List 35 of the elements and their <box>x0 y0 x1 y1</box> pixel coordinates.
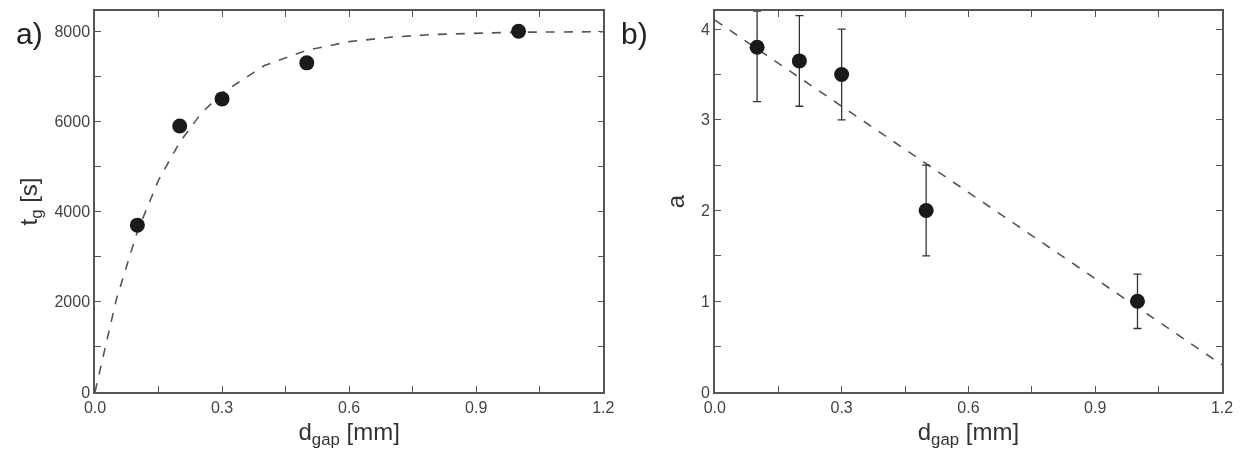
point <box>791 53 807 69</box>
y-tick-label: 6000 <box>54 113 91 131</box>
x-tick-label: 0.6 <box>957 398 980 416</box>
x-tick-label: 0.0 <box>83 398 107 416</box>
point <box>511 23 527 39</box>
x-tick-label: 0.0 <box>703 398 727 416</box>
point <box>129 217 145 233</box>
text: b) <box>621 17 648 50</box>
x-tick-label: 0.3 <box>210 398 234 416</box>
point <box>834 67 850 82</box>
x-axis-title: d$_{gap}$ [mm] <box>917 417 1020 449</box>
y-tick-label: 0 <box>700 383 710 401</box>
y-tick-label: 4 <box>700 20 710 38</box>
y-tick-label: 0 <box>81 383 91 401</box>
point <box>1129 293 1145 309</box>
x-tick-label: 0.9 <box>465 398 488 416</box>
y-axis-title: a <box>661 194 689 209</box>
y-tick-label: 1 <box>700 292 710 310</box>
x-tick-label: 0.9 <box>1084 398 1107 416</box>
point <box>918 203 934 219</box>
point <box>299 55 315 71</box>
x-axis-title: d$_{gap}$ [mm] <box>298 417 400 449</box>
y-tick-label: 2000 <box>54 293 91 311</box>
y-tick-label: 8000 <box>54 22 91 40</box>
point <box>214 91 230 107</box>
text: a) <box>16 17 43 50</box>
x-tick-label: 1.2 <box>1210 398 1234 416</box>
x-tick-label: 1.2 <box>592 398 615 416</box>
y-tick-label: 3 <box>700 111 710 129</box>
point <box>749 39 765 55</box>
y-tick-label: 2 <box>700 202 710 220</box>
y-tick-label: 4000 <box>54 203 91 221</box>
x-tick-label: 0.6 <box>338 398 361 416</box>
point <box>172 118 188 134</box>
x-tick-label: 0.3 <box>830 398 853 416</box>
